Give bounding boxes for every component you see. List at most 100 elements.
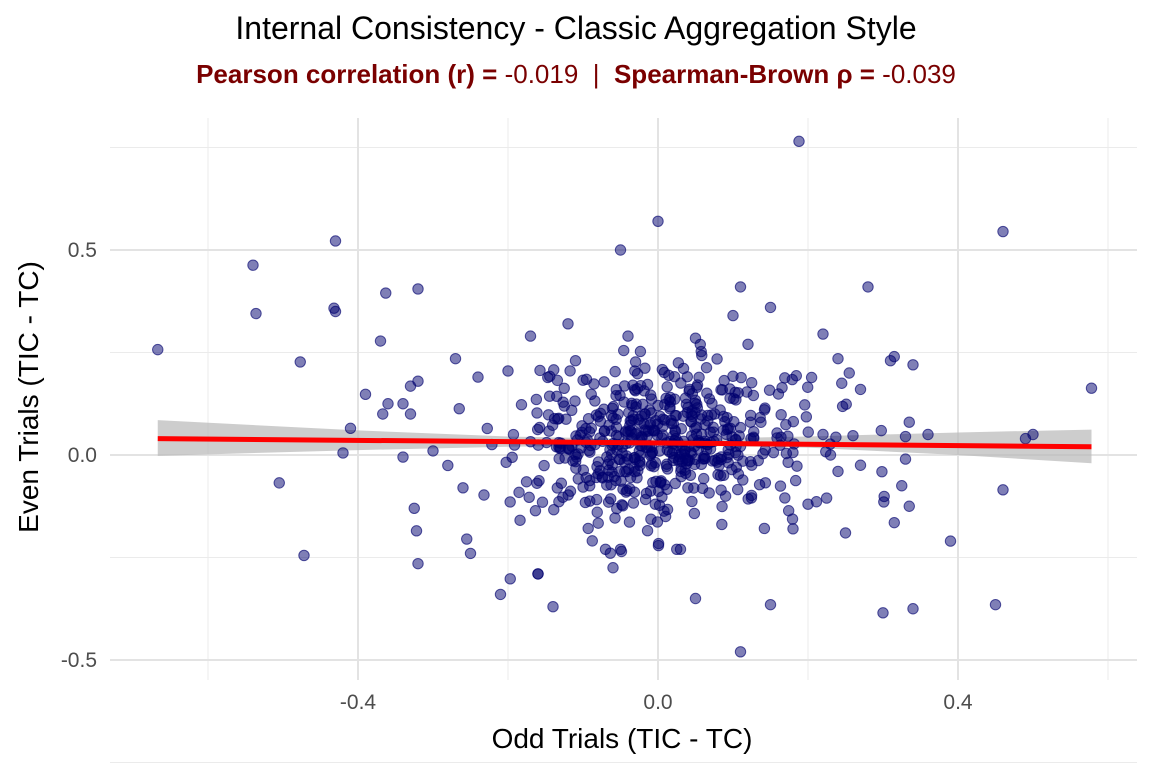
data-point: [944, 535, 957, 547]
data-point: [899, 430, 912, 443]
data-point: [609, 512, 621, 524]
data-point: [598, 376, 610, 388]
data-point: [622, 330, 634, 342]
chart-title: Internal Consistency - Classic Aggregati…: [235, 10, 917, 46]
data-point: [548, 504, 560, 516]
data-point: [652, 537, 665, 550]
data-point: [800, 411, 813, 423]
data-point: [727, 309, 739, 322]
x-tick-label: 0.4: [943, 691, 973, 714]
data-point: [810, 496, 823, 508]
data-point: [562, 489, 574, 501]
data-point: [615, 545, 628, 558]
data-point: [538, 459, 550, 472]
data-point: [382, 398, 394, 410]
data-point: [668, 393, 681, 405]
data-point: [665, 414, 677, 426]
data-point: [610, 389, 622, 402]
data-point: [711, 353, 723, 365]
tick-labels: -0.4 0.0 0.4 -0.5 0.0 0.5: [61, 239, 973, 714]
data-point: [836, 400, 849, 413]
data-point: [412, 375, 424, 387]
spearman-value: -0.039: [882, 59, 956, 89]
data-point: [627, 497, 640, 509]
data-point: [782, 456, 794, 469]
data-point: [899, 453, 912, 465]
data-point: [779, 492, 791, 504]
data-point: [397, 398, 409, 410]
data-point: [789, 474, 802, 487]
data-point: [584, 474, 596, 487]
data-point: [682, 482, 694, 494]
data-point: [551, 482, 563, 494]
data-point: [875, 424, 887, 437]
data-point: [888, 350, 900, 363]
data-point: [529, 505, 542, 517]
data-point: [817, 328, 829, 340]
data-point: [854, 383, 867, 396]
data-point: [152, 343, 164, 356]
data-point: [652, 215, 664, 228]
data-point: [732, 468, 745, 480]
data-point: [461, 533, 473, 545]
data-point: [404, 408, 417, 420]
data-point: [410, 525, 423, 537]
data-point: [553, 496, 565, 508]
data-point: [668, 371, 681, 383]
data-point: [731, 483, 744, 496]
data-point: [758, 522, 771, 535]
data-point: [698, 472, 710, 485]
data-point: [734, 281, 747, 293]
data-point: [397, 451, 409, 463]
data-point: [572, 448, 584, 460]
data-point: [703, 487, 715, 499]
data-point: [735, 371, 747, 384]
data-point: [839, 527, 852, 539]
data-point: [836, 377, 848, 389]
data-point: [997, 225, 1009, 238]
data-point: [534, 364, 546, 377]
data-point: [615, 475, 627, 487]
data-point: [648, 460, 660, 473]
data-point: [714, 470, 727, 482]
data-point: [782, 430, 794, 442]
data-point: [613, 453, 625, 465]
data-point: [786, 513, 799, 525]
data-point: [625, 415, 638, 427]
data-point: [442, 459, 454, 472]
data-point: [481, 422, 493, 435]
data-point: [1085, 382, 1098, 394]
data-point: [544, 370, 556, 383]
data-point: [907, 603, 919, 615]
data-point: [606, 402, 619, 415]
data-point: [570, 462, 582, 474]
data-point: [649, 415, 662, 427]
data-point: [513, 486, 525, 499]
data-point: [630, 398, 642, 410]
data-point: [641, 525, 654, 537]
data-point: [591, 460, 603, 473]
data-point: [515, 399, 528, 411]
data-point: [764, 301, 777, 314]
data-point: [802, 426, 814, 438]
x-axis-title: Odd Trials (TIC - TC): [492, 723, 753, 754]
data-point: [412, 283, 424, 295]
data-point: [744, 456, 757, 468]
data-point: [374, 335, 387, 347]
data-point: [639, 362, 651, 374]
data-point: [805, 371, 818, 384]
data-point: [706, 397, 718, 410]
chart-subtitle: Pearson correlation (r) = -0.019 | Spear…: [0, 59, 1152, 90]
data-point: [677, 362, 690, 375]
data-point: [472, 371, 484, 383]
data-point: [502, 365, 514, 377]
data-point: [531, 423, 544, 436]
data-point: [716, 518, 728, 531]
data-point: [658, 505, 670, 517]
data-point: [273, 477, 285, 489]
data-point: [888, 516, 900, 529]
data-point: [602, 496, 615, 508]
data-point: [558, 382, 570, 395]
data-point: [843, 367, 855, 379]
data-point: [832, 465, 844, 478]
